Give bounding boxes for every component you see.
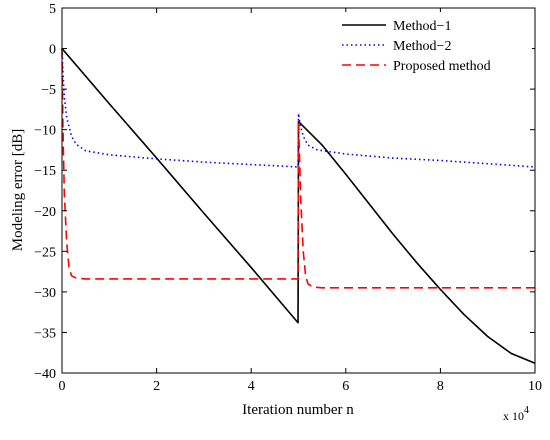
x-axis-label: Iteration number n — [242, 402, 354, 418]
legend: Method−1 Method−2 Proposed method — [338, 12, 532, 80]
y-tick-label-9: −40 — [34, 367, 56, 382]
y-tick-label-7: −30 — [34, 286, 56, 301]
y-tick-label-8: −35 — [34, 326, 56, 341]
legend-label-1: Method−1 — [393, 19, 451, 34]
y-tick-label-0: 5 — [49, 2, 56, 17]
x-tick-label-3: 6 — [342, 379, 349, 394]
series-line-3 — [61, 48, 535, 289]
x-axis-multiplier-base: x 10 — [503, 409, 524, 423]
x-tick-label-4: 8 — [437, 379, 444, 394]
y-tick-label-4: −15 — [34, 164, 56, 179]
legend-label-2: Method−2 — [393, 39, 451, 54]
x-tick-label-1: 2 — [153, 379, 160, 394]
x-tick-label-5: 10 — [528, 379, 542, 394]
ticks-layer: 0 2 4 6 8 10 5 0 −5 −10 −15 −20 −25 −30 −35 −40 — [34, 2, 542, 394]
x-axis-multiplier: x 104 — [503, 405, 529, 423]
y-tick-label-3: −10 — [34, 124, 56, 139]
plot-frame — [61, 7, 536, 374]
legend-label-3: Proposed method — [393, 59, 491, 74]
y-axis-label: Modeling error [dB] — [10, 129, 26, 251]
legend-box — [338, 12, 532, 80]
series-layer — [61, 48, 536, 365]
x-axis-multiplier-exponent: 4 — [524, 405, 529, 416]
y-tick-label-5: −20 — [34, 205, 56, 220]
y-tick-label-1: 0 — [49, 43, 56, 58]
x-tick-label-0: 0 — [59, 379, 66, 394]
series-line-1 — [61, 48, 536, 365]
y-tick-label-6: −25 — [34, 245, 56, 260]
x-tick-label-2: 4 — [248, 379, 255, 394]
y-tick-label-2: −5 — [41, 83, 56, 98]
